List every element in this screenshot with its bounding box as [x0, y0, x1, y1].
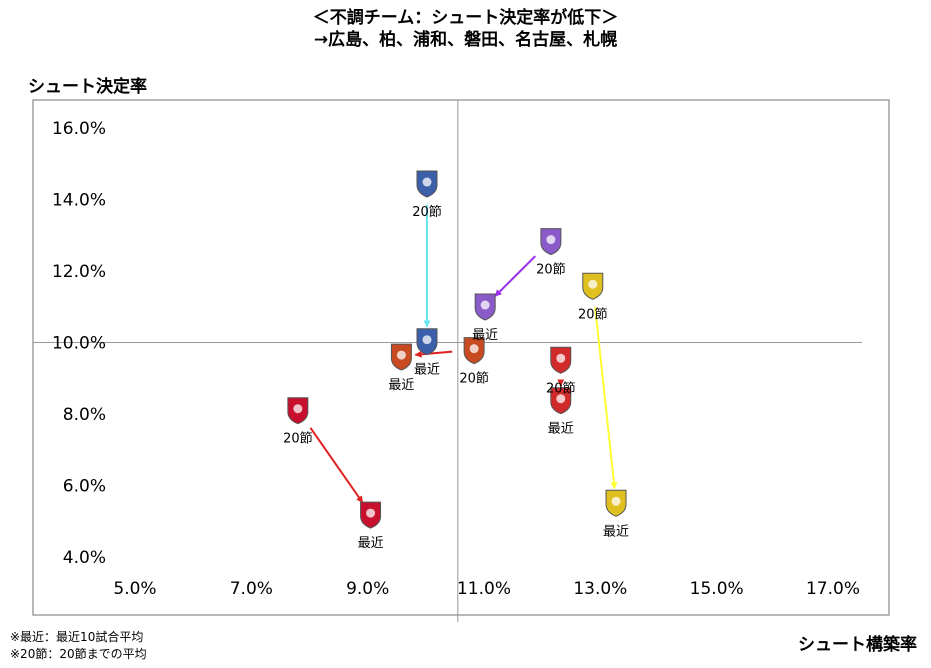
footnote-recent: ※最近：最近10試合平均	[10, 630, 144, 644]
team-emblem-from	[540, 228, 562, 256]
team-emblem-to	[416, 328, 438, 356]
y-tick-label: 16.0%	[52, 119, 106, 139]
y-tick-label: 6.0%	[63, 477, 106, 497]
trend-arrow	[414, 350, 453, 358]
trend-arrow	[594, 307, 618, 490]
footnote-round20: ※20節：20節までの平均	[10, 647, 147, 661]
point-label-round20: 20節	[283, 432, 313, 447]
x-tick-label: 7.0%	[230, 579, 273, 599]
emblem-center	[293, 404, 303, 414]
point-label-recent: 最近	[603, 524, 629, 539]
x-axis-label: シュート構築率	[798, 635, 917, 655]
point-label-round20: 20節	[546, 381, 576, 396]
team-emblem-to	[605, 489, 627, 517]
team-emblem-to	[550, 387, 572, 415]
point-label-recent: 最近	[358, 536, 384, 551]
emblem-center	[422, 177, 432, 187]
x-tick-label: 13.0%	[573, 579, 627, 599]
y-tick-label: 12.0%	[52, 262, 106, 282]
y-tick-label: 14.0%	[52, 191, 106, 211]
x-tick-label: 15.0%	[690, 579, 744, 599]
emblem-center	[480, 300, 490, 310]
chart-title-line1: ＜不調チーム：シュート決定率が低下＞	[312, 8, 619, 28]
team-emblem-from	[463, 337, 485, 365]
y-tick-label: 10.0%	[52, 334, 106, 354]
x-tick-label: 17.0%	[806, 579, 860, 599]
team-emblem-from	[582, 272, 604, 300]
emblem-center	[366, 508, 376, 518]
emblem-center	[546, 235, 556, 245]
emblem-center	[422, 335, 432, 345]
team-emblem-from	[550, 346, 572, 374]
plot-area	[32, 99, 890, 616]
emblem-center	[611, 496, 621, 506]
point-label-recent: 最近	[388, 378, 414, 393]
point-label-round20: 20節	[459, 372, 489, 387]
point-label-recent: 最近	[472, 328, 498, 343]
emblem-center	[469, 344, 479, 354]
y-tick-label: 4.0%	[63, 548, 106, 568]
trend-arrow	[494, 255, 537, 297]
team-emblem-from	[416, 170, 438, 198]
point-label-round20: 20節	[412, 205, 442, 220]
x-tick-label: 9.0%	[346, 579, 389, 599]
y-axis-label: シュート決定率	[28, 77, 147, 97]
emblem-center	[556, 394, 566, 404]
team-emblem-to	[360, 501, 382, 529]
emblem-center	[588, 279, 598, 289]
point-label-recent: 最近	[548, 422, 574, 437]
team-emblem-from	[287, 397, 309, 425]
trend-arrow	[309, 427, 364, 504]
point-label-round20: 20節	[536, 263, 566, 278]
y-tick-label: 8.0%	[63, 405, 106, 425]
point-label-recent: 最近	[414, 363, 440, 378]
x-tick-label: 11.0%	[457, 579, 511, 599]
team-emblem-to	[474, 293, 496, 321]
chart-title-line2: →広島、柏、浦和、磐田、名古屋、札幌	[313, 30, 618, 50]
emblem-center	[556, 353, 566, 363]
x-tick-label: 5.0%	[113, 579, 156, 599]
point-label-round20: 20節	[578, 307, 608, 322]
team-emblem-to	[390, 343, 412, 371]
emblem-center	[396, 350, 406, 360]
